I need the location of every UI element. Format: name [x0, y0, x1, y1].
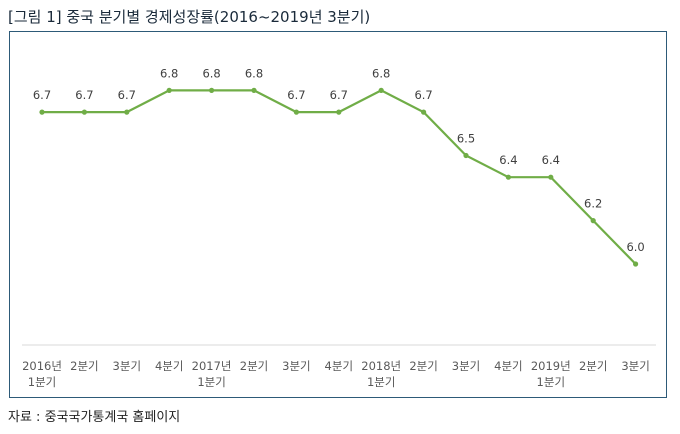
- data-point: [505, 174, 511, 180]
- series-line: [42, 89, 637, 265]
- x-tick-label: 3분기: [282, 359, 310, 373]
- data-point: [463, 152, 469, 159]
- data-point: [421, 109, 427, 115]
- data-point: [590, 218, 596, 224]
- data-label: 6.7: [33, 88, 51, 102]
- data-point: [209, 87, 215, 93]
- source-note: 자료 : 중국국가통계국 홈페이지: [8, 410, 181, 425]
- data-label: 6.7: [414, 88, 432, 102]
- data-point: [378, 87, 384, 93]
- x-tick-label: 3분기: [452, 359, 480, 373]
- data-label: 6.8: [160, 66, 178, 80]
- data-point: [293, 109, 299, 115]
- data-label: 6.7: [118, 88, 136, 102]
- data-label: 6.4: [542, 153, 560, 167]
- x-tick-label: 2분기: [409, 359, 437, 373]
- data-label: 6.7: [330, 88, 348, 102]
- x-tick-label: 3분기: [113, 359, 141, 373]
- data-label: 6.7: [287, 88, 305, 102]
- data-label: 6.8: [372, 66, 390, 80]
- x-tick-label: 4분기: [325, 359, 353, 373]
- data-point: [251, 87, 257, 93]
- chart-frame: [9, 31, 667, 398]
- x-tick-label: 2018년: [361, 359, 401, 373]
- x-tick-label: 2016년: [22, 359, 62, 373]
- chart-title: [그림 1] 중국 분기별 경제성장률(2016~2019년 3분기): [8, 8, 371, 26]
- x-tick-label: 4분기: [494, 359, 522, 373]
- data-label: 6.5: [457, 132, 475, 146]
- x-tick-label: 2분기: [579, 359, 607, 373]
- x-tick-label: 1분기: [197, 375, 225, 389]
- x-tick-label: 2분기: [240, 359, 268, 373]
- x-tick-label: 1분기: [537, 375, 565, 389]
- x-tick-label: 2019년: [531, 359, 571, 373]
- data-label: 6.0: [626, 240, 644, 254]
- data-label: 6.7: [75, 88, 93, 102]
- data-point: [124, 109, 130, 115]
- data-point: [166, 87, 172, 93]
- x-tick-label: 1분기: [367, 375, 395, 389]
- x-tick-label: 2017년: [192, 359, 232, 373]
- data-label: 6.8: [202, 66, 220, 80]
- data-point: [633, 261, 639, 267]
- data-point: [548, 174, 554, 180]
- x-tick-label: 4분기: [155, 359, 183, 373]
- data-label: 6.8: [245, 66, 263, 80]
- x-tick-label: 2분기: [70, 359, 98, 373]
- data-point: [336, 109, 342, 115]
- x-tick-label: 3분기: [621, 359, 649, 373]
- data-point: [81, 109, 87, 115]
- data-label: 6.4: [499, 153, 517, 167]
- data-label: 6.2: [584, 197, 602, 211]
- data-point: [39, 109, 45, 115]
- x-tick-label: 1분기: [28, 375, 56, 389]
